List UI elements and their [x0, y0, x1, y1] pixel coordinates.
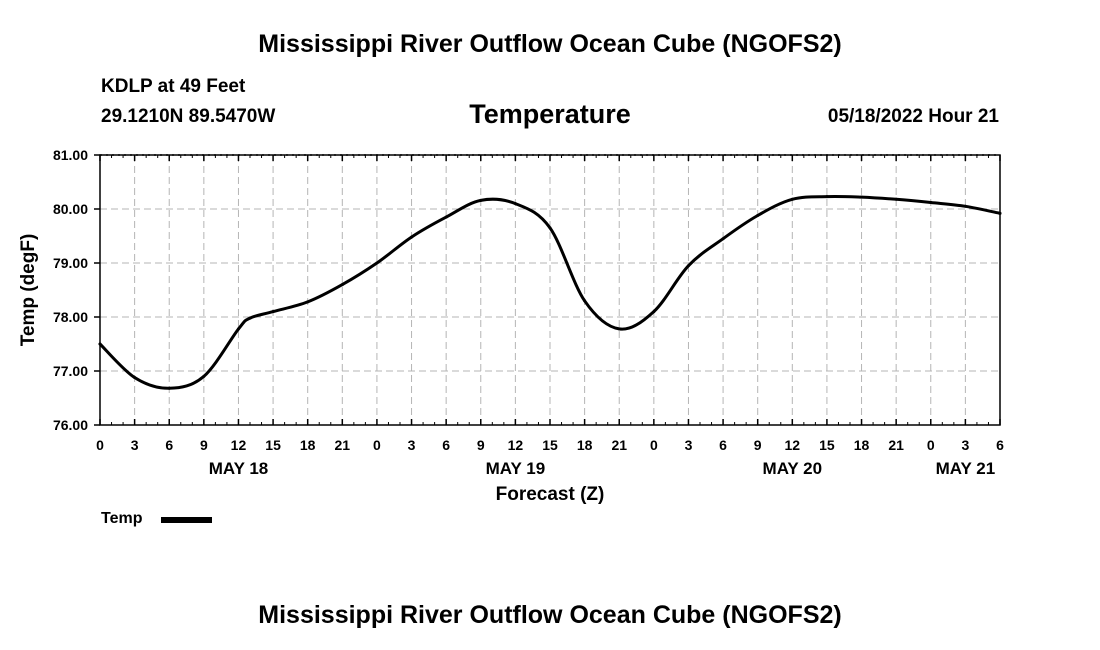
legend-swatch — [161, 517, 212, 523]
data-point-temp — [963, 204, 967, 208]
data-point-temp — [271, 310, 275, 314]
data-point-temp — [479, 198, 483, 202]
x-tick-label: 0 — [650, 437, 658, 453]
data-point-temp — [998, 211, 1002, 215]
x-tick-label: 9 — [477, 437, 485, 453]
date-label: MAY 21 — [936, 459, 996, 478]
data-point-temp — [860, 195, 864, 199]
x-tick-label: 18 — [854, 437, 870, 453]
y-tick-label: 80.00 — [53, 201, 88, 217]
x-tick-label: 6 — [165, 437, 173, 453]
ticks — [94, 154, 1001, 426]
data-point-temp — [548, 226, 552, 230]
data-point-temp — [375, 261, 379, 265]
axis-labels: 0 3 6 9 12 15 18 21 0 3 6 9 12 15 18 21 0 3 6 9 12 15 18 21 0 3 6 7… — [53, 147, 1004, 478]
x-tick-label: 12 — [785, 437, 801, 453]
data-point-temp — [98, 342, 102, 346]
x-tick-label: 18 — [577, 437, 593, 453]
footer-title: Mississippi River Outflow Ocean Cube (NG… — [258, 601, 842, 629]
data-point-temp — [652, 310, 656, 314]
y-axis-label: Temp (degF) — [18, 234, 39, 347]
station-label: KDLP at 49 Feet — [101, 76, 246, 97]
data-point-temp — [133, 375, 137, 379]
data-point-temp — [721, 237, 725, 241]
data-point-temp — [825, 195, 829, 199]
x-tick-label: 0 — [96, 437, 104, 453]
x-tick-label: 9 — [754, 437, 762, 453]
x-tick-label: 6 — [719, 437, 727, 453]
station-coordinates: 29.1210N 89.5470W — [101, 106, 276, 127]
data-point-temp — [340, 283, 344, 287]
x-tick-label: 6 — [996, 437, 1004, 453]
x-tick-label: 3 — [961, 437, 969, 453]
series-line-temp — [98, 194, 1002, 390]
y-tick-label: 78.00 — [53, 309, 88, 325]
x-tick-label: 0 — [927, 437, 935, 453]
x-tick-label: 12 — [231, 437, 247, 453]
y-tick-label: 76.00 — [53, 417, 88, 433]
chart-title: Temperature — [469, 99, 631, 129]
x-tick-label: 18 — [300, 437, 316, 453]
data-point-temp — [236, 327, 240, 331]
x-tick-label: 12 — [508, 437, 524, 453]
legend-label: Temp — [101, 510, 143, 527]
grid — [100, 154, 1000, 425]
data-point-temp — [513, 202, 517, 206]
date-label: MAY 20 — [763, 459, 823, 478]
data-points — [98, 195, 1002, 390]
y-tick-label: 81.00 — [53, 147, 88, 163]
x-tick-label: 15 — [542, 437, 558, 453]
page-title: Mississippi River Outflow Ocean Cube (NG… — [258, 30, 842, 58]
x-tick-label: 21 — [335, 437, 351, 453]
x-tick-label: 3 — [685, 437, 693, 453]
data-point-temp — [410, 235, 414, 239]
x-tick-label: 15 — [265, 437, 281, 453]
data-point-temp — [756, 213, 760, 217]
x-tick-label: 15 — [819, 437, 835, 453]
data-point-temp — [248, 316, 252, 320]
y-tick-label: 77.00 — [53, 363, 88, 379]
data-point-temp — [583, 299, 587, 303]
x-axis-label: Forecast (Z) — [496, 484, 605, 505]
data-point-temp — [444, 215, 448, 219]
forecast-timestamp: 05/18/2022 Hour 21 — [827, 106, 999, 127]
data-point-temp — [617, 327, 621, 331]
data-point-temp — [306, 300, 310, 304]
data-point-temp — [929, 201, 933, 205]
x-tick-label: 3 — [131, 437, 139, 453]
x-tick-label: 6 — [442, 437, 450, 453]
data-point-temp — [202, 374, 206, 378]
data-point-temp — [894, 197, 898, 201]
data-point-temp — [167, 386, 171, 390]
date-label: MAY 18 — [209, 459, 269, 478]
x-tick-label: 0 — [373, 437, 381, 453]
x-tick-label: 21 — [611, 437, 627, 453]
x-tick-label: 9 — [200, 437, 208, 453]
x-tick-label: 21 — [888, 437, 904, 453]
date-label: MAY 19 — [486, 459, 546, 478]
data-point-temp — [790, 197, 794, 201]
x-tick-label: 3 — [408, 437, 416, 453]
data-point-temp — [686, 264, 690, 268]
y-tick-label: 79.00 — [53, 255, 88, 271]
